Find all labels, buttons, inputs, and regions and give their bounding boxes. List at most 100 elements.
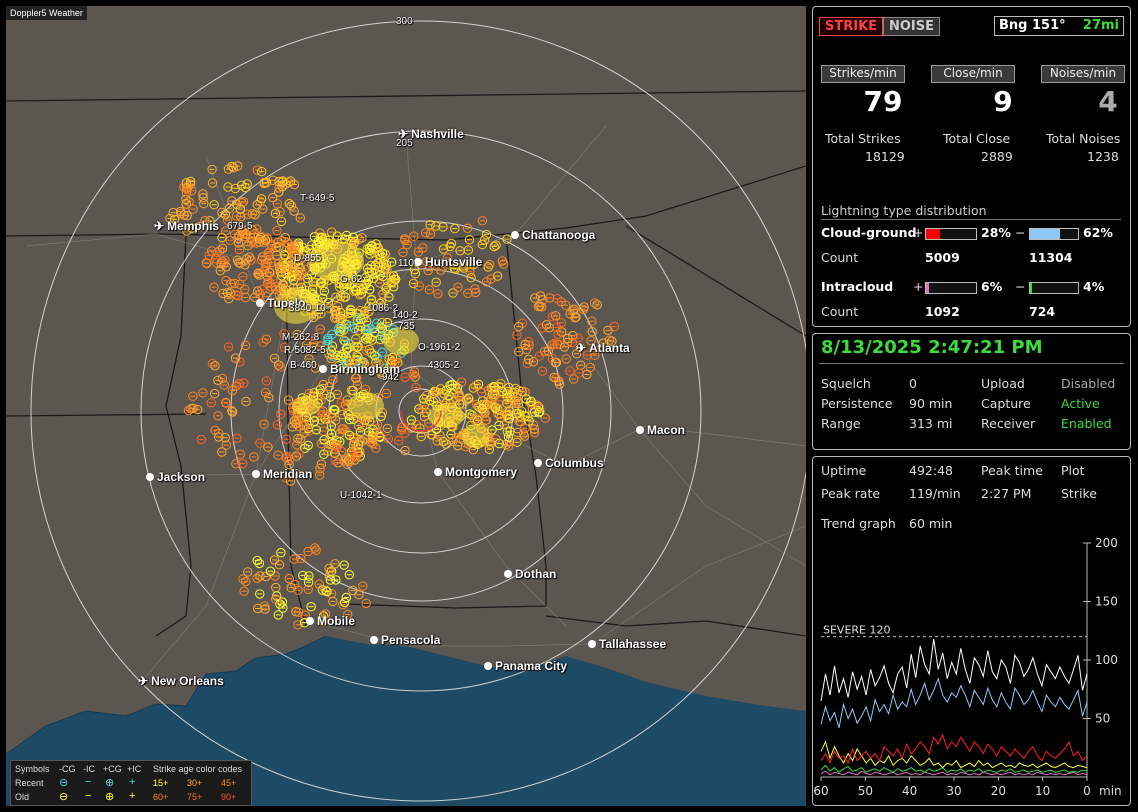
city-name: Mobile [317, 614, 355, 628]
cg-plus-sign: + [913, 225, 924, 240]
datetime: 8/13/2025 2:47:21 PM [821, 337, 1043, 358]
city-name: Tupelo [267, 296, 306, 310]
uptime-value: 492:48 [909, 463, 953, 478]
city-name: Panama City [495, 659, 568, 673]
cloud-ground-label: Cloud-ground [821, 225, 917, 240]
trend-series-line [820, 638, 1088, 701]
peak-rate-value: 119/min [909, 486, 961, 501]
persistence-label: Persistence [821, 396, 893, 411]
city-dot-icon [319, 365, 327, 373]
range-rings [30, 20, 806, 802]
city-pensacola: Pensacola [370, 633, 440, 647]
pos-cg-old-icon: ⊕ [105, 791, 115, 803]
x-tick-label: 0 [1083, 784, 1091, 798]
cg-positive-pct: 28% [981, 225, 1011, 240]
cg-negative-count: 11304 [1029, 250, 1073, 265]
lightning-map[interactable]: Doppler5 Weather 300 205 ✈ Nashville ✈ Memph… [6, 6, 806, 806]
map-canvas [6, 20, 806, 806]
old-label: Old [15, 792, 30, 802]
city-dot-icon [414, 258, 422, 266]
total-close-value: 2889 [981, 149, 1013, 164]
receiver-label: Receiver [981, 416, 1036, 431]
range-ring-label: 300 [396, 16, 413, 27]
city-name: Montgomery [445, 465, 517, 479]
ic-negative-pct: 4% [1083, 279, 1105, 294]
storm-cell-label: T-649-5 [300, 193, 335, 204]
storm-cell-label: 4305-2 [428, 360, 460, 371]
x-tick-label: 10 [1035, 784, 1050, 798]
city-name: Columbus [545, 456, 604, 470]
window-title: Doppler5 Weather [6, 6, 87, 20]
city-columbus: Columbus [534, 456, 604, 470]
city-name: Tallahassee [599, 637, 667, 651]
city-jackson: Jackson [146, 470, 205, 484]
range-ring-label: 205 [396, 138, 413, 149]
ic-minus-sign: − [1015, 279, 1026, 294]
city-tallahassee: Tallahassee [588, 637, 666, 651]
storm-cell-label: 140-2 [392, 310, 418, 321]
x-tick-label: 40 [902, 784, 917, 798]
plot-value[interactable]: Strike [1061, 486, 1097, 501]
city-birmingham: Birmingham [319, 362, 400, 376]
age-60: 60+ [153, 792, 169, 802]
city-name: Atlanta [589, 341, 630, 355]
severe-label: SEVERE 120 [823, 624, 891, 637]
pos-cg-recent-icon: ⊕ [105, 777, 115, 789]
city-mobile: Mobile [306, 614, 355, 628]
storm-cell-label: 679-5 [227, 221, 253, 232]
neg-ic-old-icon: − [85, 790, 92, 802]
total-strikes-label: Total Strikes [825, 131, 901, 146]
pos-cg-label: +CG [103, 764, 122, 774]
age-90: 90+ [221, 792, 237, 802]
y-tick-label: 50 [1095, 712, 1110, 726]
ic-positive-fill [926, 283, 929, 293]
squelch-value: 0 [909, 376, 917, 391]
city-dot-icon [636, 426, 644, 434]
cg-minus-sign: − [1015, 225, 1026, 240]
city-dot-icon [504, 570, 512, 578]
city-dot-icon [511, 231, 519, 239]
strike-symbols [165, 161, 619, 630]
ic-negative-bar [1029, 282, 1079, 294]
storm-cell-label: D-855 [294, 253, 322, 264]
airport-icon: ✈ [576, 341, 587, 355]
trend-panel: Uptime 492:48 Peak time Plot Peak rate 1… [812, 456, 1131, 806]
pos-ic-label: +IC [127, 764, 142, 774]
upload-label: Upload [981, 376, 1025, 391]
trend-series-line [820, 677, 1088, 729]
city-dot-icon [370, 636, 378, 644]
x-tick-label: 50 [858, 784, 873, 798]
city-name: Dothan [515, 567, 557, 581]
city-name: Chattanooga [522, 228, 596, 242]
strikes-min-header: Strikes/min [821, 65, 905, 83]
city-meridian: Meridian [252, 467, 312, 481]
city-dot-icon [146, 473, 154, 481]
noise-tab[interactable]: NOISE [883, 17, 941, 36]
city-name: Memphis [167, 219, 220, 233]
noises-min-value: 4 [1098, 85, 1118, 118]
city-dot-icon [534, 459, 542, 467]
city-dot-icon [256, 299, 264, 307]
cg-positive-fill [926, 229, 940, 239]
storm-cell-label: B-460 [290, 360, 317, 371]
cg-negative-fill [1030, 229, 1060, 239]
city-panama-city: Panama City [484, 659, 567, 673]
city-dot-icon [434, 468, 442, 476]
storm-cell-label: S840-10- [288, 303, 330, 314]
city-chattanooga: Chattanooga [511, 228, 595, 242]
city-name: Macon [647, 423, 686, 437]
total-noises-label: Total Noises [1046, 131, 1121, 146]
airport-icon: ✈ [154, 219, 165, 233]
city-atlanta: ✈ Atlanta [576, 341, 630, 355]
age-75: 75+ [187, 792, 203, 802]
cg-positive-count: 5009 [925, 250, 960, 265]
cg-negative-pct: 62% [1083, 225, 1113, 240]
cg-positive-bar [925, 228, 977, 240]
city-new-orleans: ✈ New Orleans [138, 674, 224, 688]
city-huntsville: Huntsville [414, 255, 482, 269]
strike-tab[interactable]: STRIKE [819, 17, 884, 36]
capture-value: Active [1061, 396, 1100, 411]
storm-cell-label: 110 [398, 258, 414, 269]
city-montgomery: Montgomery [434, 465, 517, 479]
trend-series-line [820, 740, 1088, 769]
